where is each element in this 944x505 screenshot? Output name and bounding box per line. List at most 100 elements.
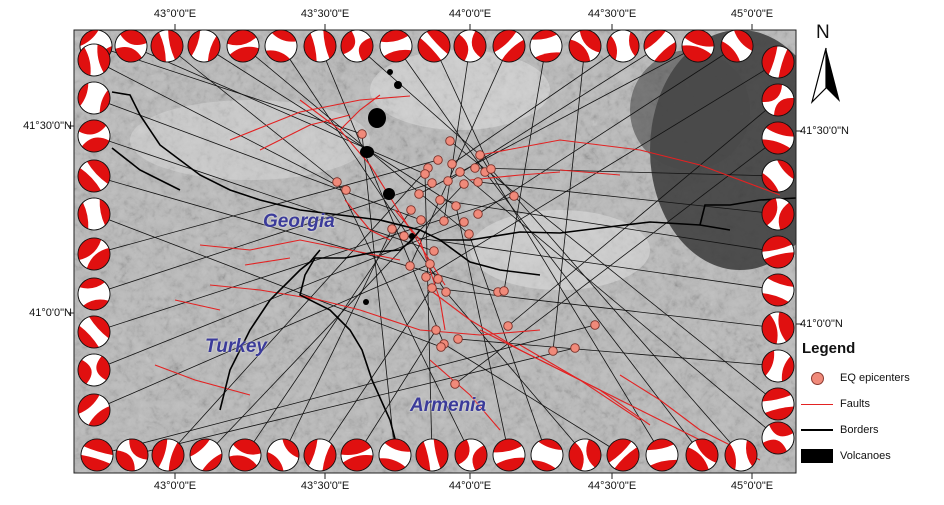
epicenter-dot (590, 320, 600, 330)
top-lon-label: 44°0'0"E (448, 8, 492, 20)
fault-line (344, 199, 391, 241)
fault-line (479, 329, 651, 426)
beachball-icon (529, 29, 563, 63)
connector-line (433, 45, 492, 170)
connector-line (477, 181, 779, 215)
connector-line (439, 199, 779, 253)
connector-line (474, 167, 779, 177)
border-line (111, 147, 181, 191)
beachball-icon (761, 121, 795, 155)
epicenter-dot (387, 224, 397, 234)
country-label-georgia: Georgia (263, 211, 335, 232)
beachball-icon (264, 29, 298, 63)
epicenter-dot (464, 229, 474, 239)
connector-line (503, 45, 547, 292)
fault-line (154, 364, 251, 396)
beachball-icon (761, 273, 795, 307)
connector-line (95, 45, 363, 135)
legend-item-volcanoes: Volcanoes (800, 443, 944, 469)
beachball-icon (492, 29, 526, 63)
epicenter-dot (425, 259, 435, 269)
connector-line (356, 45, 481, 156)
connector-line (280, 45, 447, 293)
bottom-lon-label: 43°0'0"E (153, 480, 197, 492)
north-arrow-icon: N (806, 22, 846, 106)
connector-line (477, 45, 738, 215)
fault-line (479, 139, 781, 196)
right-lat-label: 41°0'0"N (800, 318, 843, 330)
bottom-lon-label: 44°30'0"E (587, 480, 637, 492)
volcano (383, 188, 395, 200)
fault-line (339, 94, 381, 131)
beachball-icon (189, 438, 223, 472)
epicenter-dot (453, 334, 463, 344)
beachball-icon (378, 438, 412, 472)
epicenter-dot (427, 178, 437, 188)
border-line (219, 249, 321, 411)
border-line (439, 239, 541, 276)
beachball-icon (530, 438, 564, 472)
epicenter-dot (405, 261, 415, 271)
volcano (368, 108, 386, 128)
connector-line (93, 213, 442, 348)
epicenter-dot (431, 325, 441, 335)
legend-item-borders: Borders (800, 417, 944, 443)
connector-line (455, 205, 510, 456)
beachball-icon (77, 119, 111, 153)
epicenter-dot (548, 346, 558, 356)
beachball-icon (417, 29, 451, 63)
beachball-icon (568, 29, 602, 63)
left-lat-label: 41°30'0"N (23, 120, 72, 132)
fault-line (259, 114, 351, 151)
beachball-icon (266, 438, 300, 472)
beachball-icon (681, 29, 715, 63)
connector-line (431, 287, 779, 329)
beachball-icon (150, 29, 184, 63)
fault-line (559, 169, 621, 176)
epicenter-dot (429, 246, 439, 256)
epicenter-dot (439, 216, 449, 226)
beachball-icon (761, 235, 795, 269)
connector-line (403, 235, 779, 291)
connector-line (93, 59, 347, 191)
epicenter-dot-icon (810, 371, 824, 385)
beachball-icon (454, 438, 488, 472)
epicenter-dot (441, 287, 451, 297)
beachball-icon (761, 387, 795, 421)
connector-line (336, 181, 472, 456)
top-lon-label: 43°0'0"E (153, 8, 197, 20)
beachball-icon (379, 29, 413, 63)
connector-line (490, 168, 742, 456)
beachball-icon (761, 349, 795, 383)
beachball-icon (77, 43, 111, 77)
connector-line (203, 45, 457, 207)
beachball-icon (77, 159, 111, 193)
connector-line (282, 228, 393, 456)
top-lon-label: 44°30'0"E (587, 8, 637, 20)
beachball-icon (720, 29, 754, 63)
beachball-icon (77, 393, 111, 427)
volcano-box-icon (801, 449, 833, 463)
border-line-icon (801, 429, 833, 431)
beachball-icon (77, 353, 111, 387)
beachball-icon (724, 438, 758, 472)
beachball-icon (761, 421, 795, 455)
legend-label: EQ epicenters (840, 372, 910, 384)
epicenter-dot (433, 155, 443, 165)
connector-line (242, 45, 470, 235)
connector-line (167, 167, 429, 456)
epicenter-dot (435, 195, 445, 205)
epicenter-dot (416, 215, 426, 225)
connector-line (93, 159, 439, 255)
epicenter-dot (459, 179, 469, 189)
beachball-icon (114, 29, 148, 63)
beachball-icon (80, 438, 114, 472)
beachball-icon (492, 438, 526, 472)
connector-line (356, 329, 437, 456)
beachball-icon (606, 29, 640, 63)
fault-line (244, 257, 291, 266)
border-line (111, 91, 731, 241)
connector-line (93, 97, 422, 221)
beachball-icon (226, 29, 260, 63)
